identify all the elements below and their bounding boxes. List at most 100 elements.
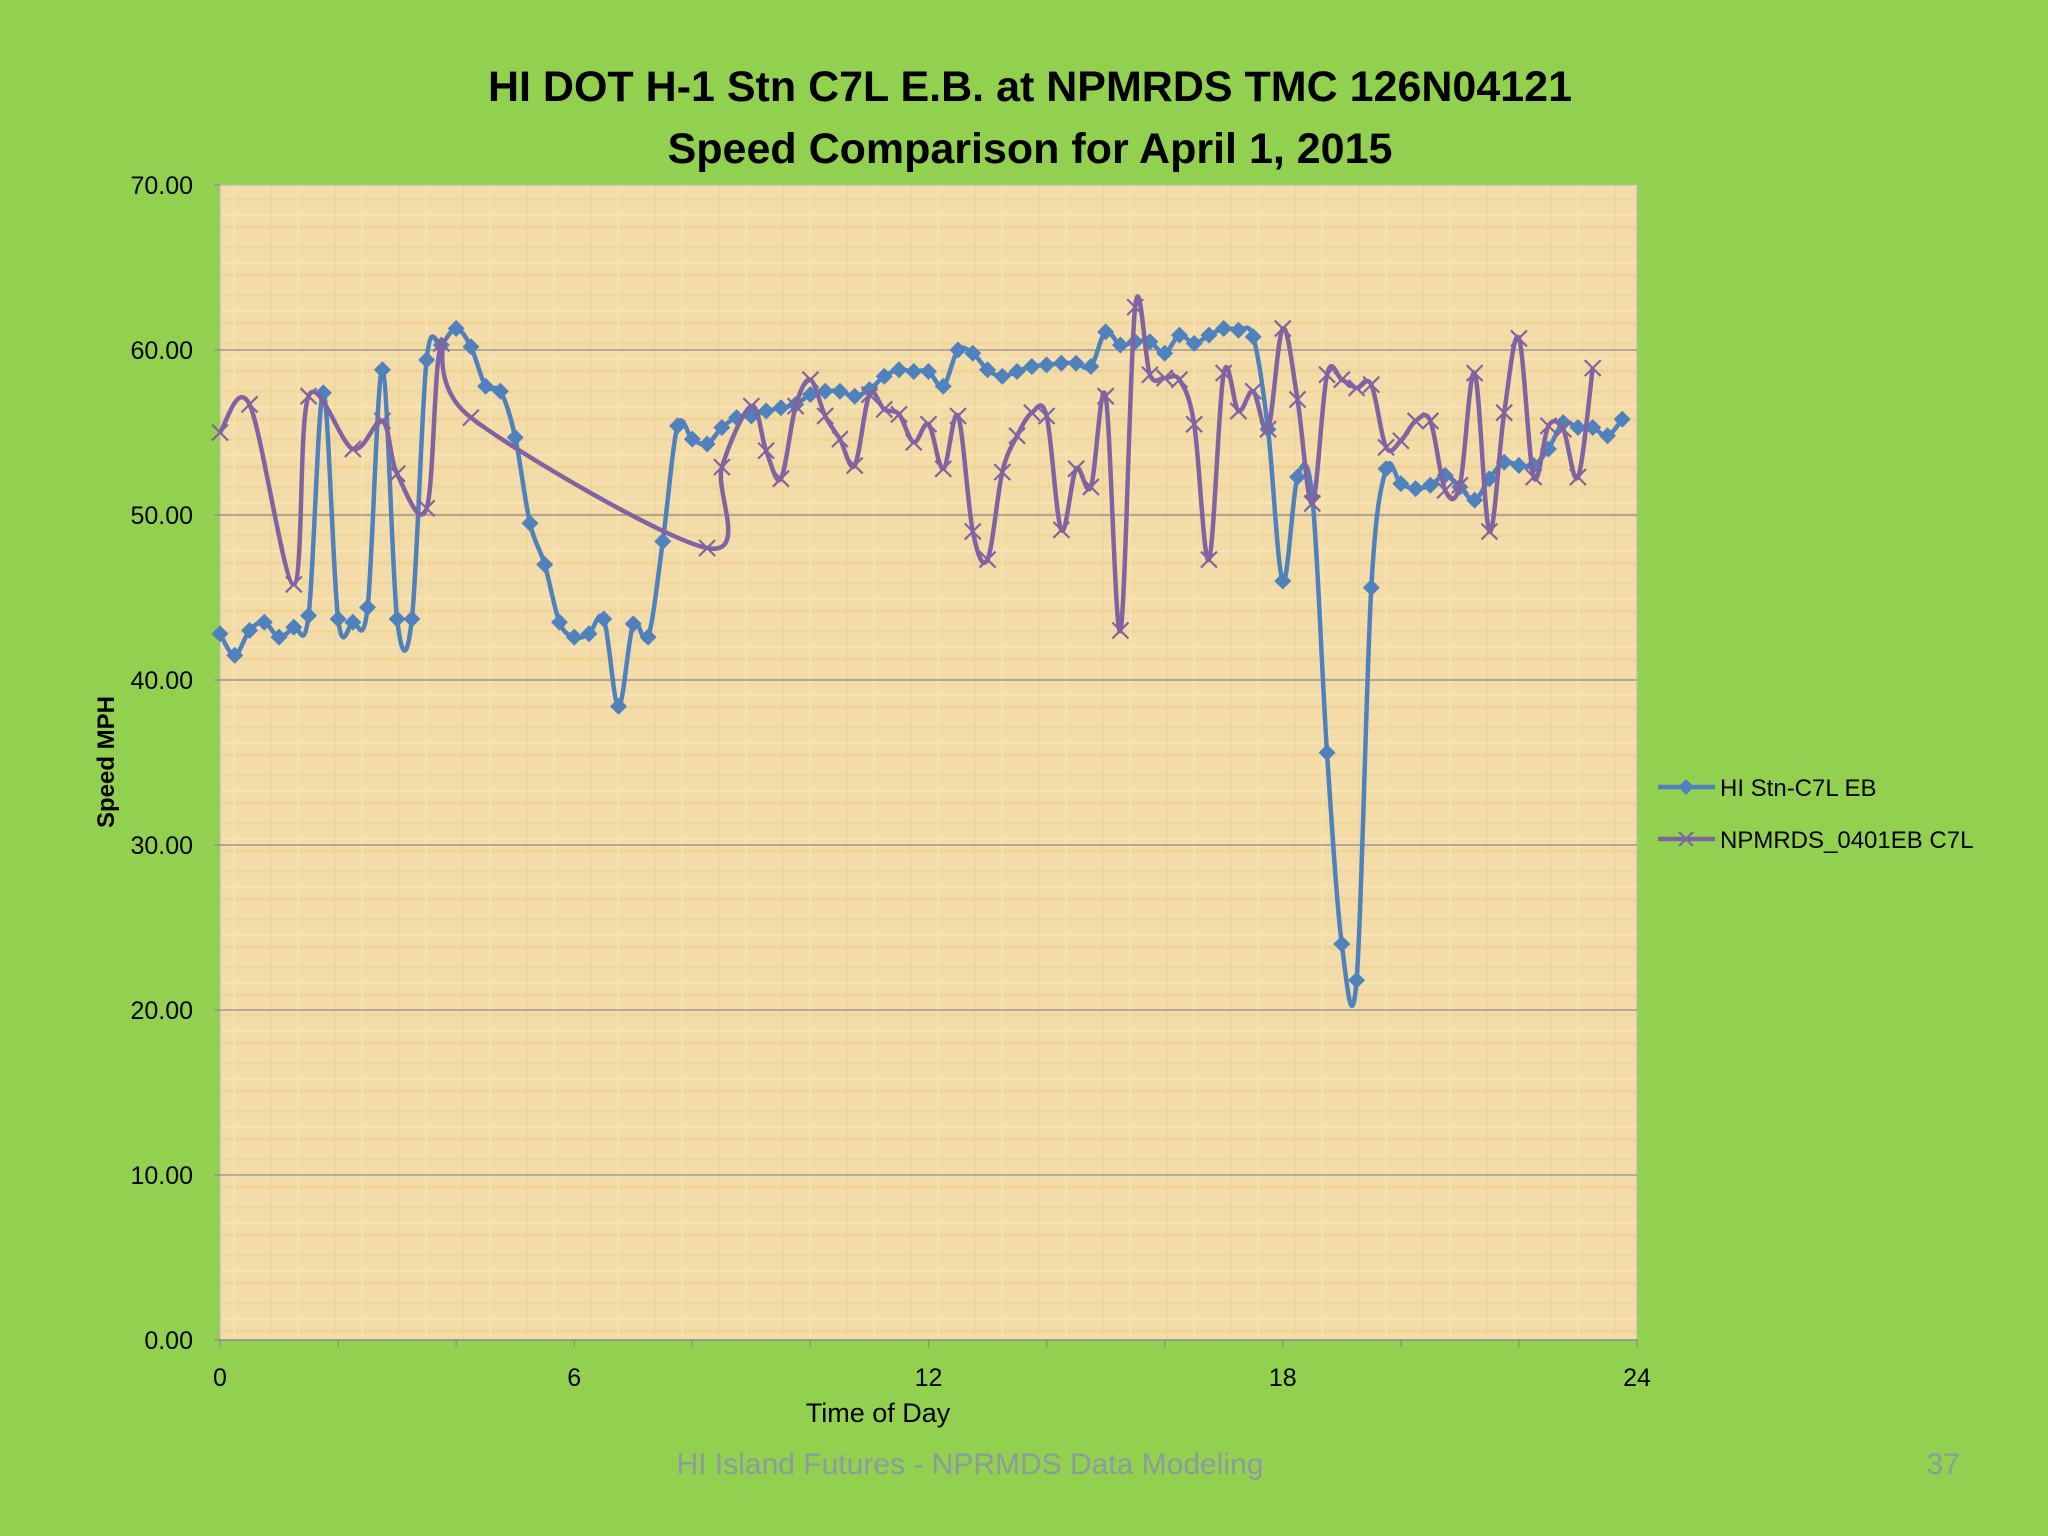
data-point — [669, 417, 687, 435]
data-point — [1554, 420, 1572, 438]
data-point — [329, 610, 347, 628]
data-point — [1510, 457, 1528, 474]
y-tick-label: 70.00 — [130, 172, 193, 200]
data-point — [772, 399, 790, 417]
data-point — [388, 464, 406, 483]
data-point — [979, 361, 997, 379]
x-axis-label: Time of Day — [806, 1398, 951, 1428]
data-point — [1274, 572, 1292, 590]
data-point — [1333, 935, 1351, 953]
data-point — [1480, 522, 1499, 541]
data-point — [506, 428, 524, 446]
data-point — [344, 440, 362, 458]
data-point — [418, 351, 436, 369]
data-point — [1392, 431, 1410, 450]
series-1 — [211, 320, 1631, 1009]
footer-text: HI Island Futures - NPRMDS Data Modeling — [676, 1448, 1264, 1481]
data-point — [1156, 344, 1174, 362]
data-point — [1126, 298, 1144, 316]
data-point — [1037, 407, 1056, 425]
data-point — [447, 320, 465, 338]
data-point — [890, 361, 908, 379]
data-point — [1495, 403, 1513, 422]
data-point — [875, 400, 893, 419]
gridlines — [220, 349, 1637, 1176]
page-number: 37 — [1926, 1448, 1960, 1481]
y-tick-label: 0.00 — [144, 1327, 193, 1355]
data-point — [373, 412, 392, 430]
chart-subtitle: Speed Comparison for April 1, 2015 — [668, 125, 1393, 173]
data-point — [1096, 387, 1115, 405]
y-tick-label: 20.00 — [130, 997, 193, 1025]
data-point — [816, 407, 834, 425]
data-point — [1421, 412, 1440, 430]
data-point — [491, 382, 509, 400]
data-point — [1583, 359, 1602, 377]
data-point — [919, 415, 938, 434]
data-point — [1259, 420, 1277, 438]
data-point — [1510, 329, 1528, 348]
data-point — [1200, 550, 1218, 569]
data-point — [241, 622, 259, 639]
data-point — [1598, 427, 1616, 445]
legend-label: NPMRDS_0401EB C7L — [1720, 827, 1973, 854]
data-point — [1377, 460, 1395, 478]
data-point — [845, 456, 864, 475]
x-tick-label: 6 — [567, 1364, 581, 1392]
data-point — [1170, 370, 1189, 389]
data-point — [1215, 320, 1233, 338]
data-point — [1289, 468, 1307, 486]
data-point — [713, 458, 731, 476]
data-point — [1111, 621, 1130, 640]
data-point — [904, 433, 923, 452]
data-point — [1288, 390, 1307, 409]
data-point — [654, 532, 672, 550]
data-point — [934, 460, 953, 478]
data-point — [801, 370, 820, 389]
data-point — [1569, 419, 1587, 437]
data-point — [757, 402, 775, 420]
data-point — [432, 334, 451, 353]
x-tick-label: 12 — [915, 1364, 943, 1392]
y-tick-label: 60.00 — [130, 337, 193, 365]
data-point — [1067, 460, 1085, 478]
data-point — [462, 338, 480, 356]
data-point — [1347, 379, 1366, 397]
data-point — [978, 550, 997, 569]
data-point — [846, 387, 864, 405]
data-point — [285, 575, 303, 594]
data-point — [1554, 414, 1572, 432]
data-point — [1229, 402, 1248, 420]
x-tick-label: 0 — [213, 1364, 227, 1392]
data-point — [1067, 354, 1085, 372]
data-point — [565, 628, 583, 646]
data-point — [920, 362, 937, 380]
data-point — [949, 407, 967, 425]
data-point — [772, 469, 790, 488]
chart-title: HI DOT H-1 Stn C7L E.B. at NPMRDS TMC 12… — [488, 63, 1572, 111]
data-point — [1214, 364, 1233, 382]
data-point — [1318, 365, 1336, 384]
data-point — [285, 618, 303, 636]
data-point — [1362, 375, 1381, 394]
data-point — [1023, 358, 1041, 375]
data-point — [1524, 468, 1543, 486]
data-point — [373, 361, 391, 379]
data-point — [359, 598, 377, 616]
y-tick-label: 50.00 — [130, 502, 193, 530]
data-point — [786, 397, 805, 415]
y-tick-label: 10.00 — [130, 1162, 193, 1190]
data-point — [403, 610, 421, 628]
data-point — [890, 405, 908, 424]
data-point — [964, 344, 982, 362]
series-2 — [211, 294, 1602, 640]
legend: HI Stn-C7L EB NPMRDS_0401EB C7L — [1658, 775, 1973, 854]
legend-marker — [1678, 831, 1694, 847]
data-point — [1155, 369, 1174, 387]
data-point — [683, 430, 701, 448]
data-point — [905, 362, 923, 380]
data-point — [1229, 321, 1247, 339]
data-point — [550, 613, 568, 631]
legend-item-2: NPMRDS_0401EB C7L — [1658, 827, 1973, 854]
data-point — [1244, 328, 1262, 346]
